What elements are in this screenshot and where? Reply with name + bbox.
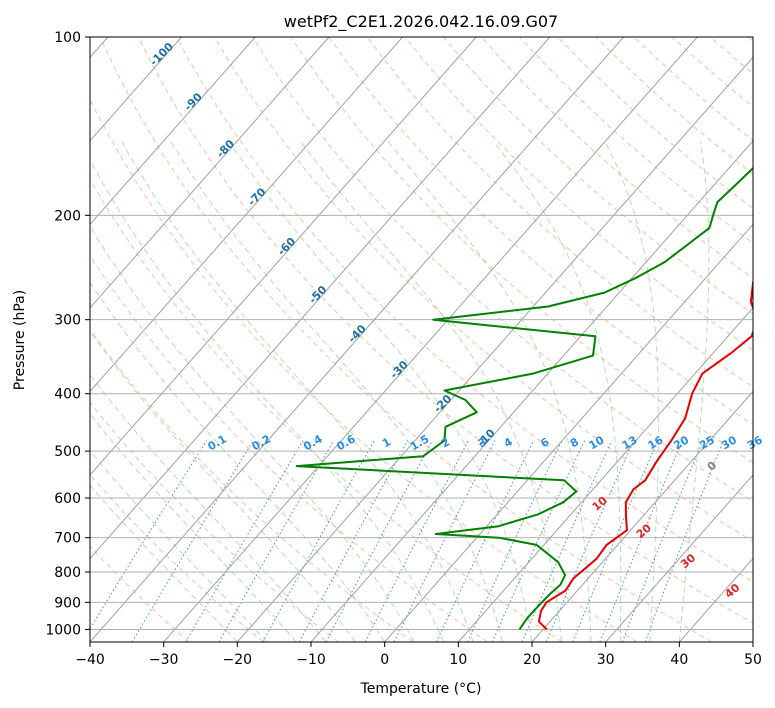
dry-adiabat-line [90,98,638,642]
isotherm-line [310,140,753,642]
mixing-ratio-line [131,440,254,642]
isotherm-line [457,307,753,642]
isotherm-line [531,390,753,642]
mixing-ratio-line [572,440,659,642]
isotherm-line [163,37,698,642]
mixing-ratio-line [393,440,496,642]
x-tick-label: 50 [744,652,762,668]
y-tick-label: 900 [54,595,81,611]
temperature-profile-line [537,280,753,631]
y-tick-label: 700 [54,531,81,547]
pressure-gridlines [90,37,753,630]
mixing-ratio-line [262,440,375,642]
mixing-ratio-line [545,440,635,642]
isotherm-line [90,37,330,309]
isotherm-line [90,37,624,642]
dry-adiabat-line [404,37,753,351]
dry-adiabat-line [90,473,264,642]
dry-adiabat-line [90,401,339,642]
isotherm-line [90,37,403,393]
mixing-ratio-line [218,440,335,642]
x-tick-label: −20 [223,652,253,668]
isotherm-line [90,37,256,226]
y-tick-label: 400 [54,387,81,403]
x-tick-label: 20 [523,652,541,668]
y-tick-label: 200 [54,208,81,224]
axes: −40 −30 −20 −10 0 10 20 30 40 50 1000 900 800 700 600 5… [45,30,762,668]
x-tick-label: 30 [597,652,615,668]
dry-adiabat-line [137,37,753,624]
profile-lines [295,166,753,631]
y-axis-title: Pressure (hPa) [12,290,28,390]
dry-adiabat-line [442,37,753,315]
x-axis-title: Temperature (°C) [360,681,482,697]
dry-adiabat-line [328,37,753,425]
y-tick-label: 600 [54,491,81,507]
mixing-ratio-line [90,440,207,630]
chart-title: wetPf2_C2E1.2026.042.16.09.G07 [284,12,558,32]
isotherm-line [605,474,753,642]
dewpoint-profile-line [295,166,753,630]
x-tick-label: −40 [75,652,105,668]
y-tick-label: 300 [54,313,81,329]
x-tick-label: 40 [670,652,688,668]
isotherm-line [236,56,753,642]
x-tick-label: −10 [296,652,326,668]
x-tick-label: 0 [380,652,389,668]
y-tick-label: 1000 [45,622,81,638]
mixing-ratio-line [185,440,304,642]
dry-adiabat-line [90,254,488,642]
x-tick-label: −30 [149,652,179,668]
isotherm-line [90,37,182,142]
mixing-ratio-line [298,440,409,642]
dry-adiabat-line [90,178,563,642]
plot-frame [89,36,754,643]
dry-adiabat-line [214,37,753,542]
isotherm-line [90,37,477,476]
isotherm-line [90,37,551,560]
dry-adiabat-line [99,37,712,642]
dry-adiabat-line [175,37,753,583]
plot-area [90,37,753,642]
y-tick-label: 800 [54,565,81,581]
y-tick-label: 100 [54,30,81,46]
mixing-ratio-line [491,440,586,642]
isotherm-line [384,223,753,642]
y-tick-label: 500 [54,444,81,460]
x-tick-label: 10 [449,652,467,668]
